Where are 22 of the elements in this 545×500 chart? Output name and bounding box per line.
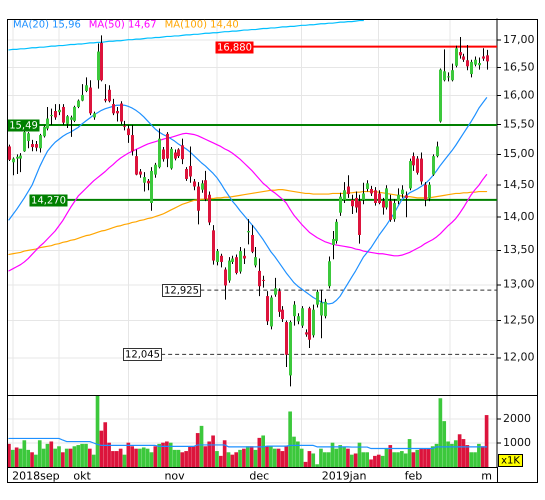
ref-line-label: 15,49 bbox=[9, 120, 38, 132]
y-tick-label: 2000 bbox=[503, 412, 531, 425]
ref-line-label: 12,925 bbox=[164, 286, 199, 297]
ref-line-label: 14,270 bbox=[31, 196, 66, 207]
text: MA(20) 15,96 bbox=[13, 20, 81, 30]
y-tick-label: 15,50 bbox=[503, 117, 534, 130]
y-tick-label: 12,00 bbox=[503, 350, 534, 364]
y-axis-title: x1K bbox=[501, 456, 520, 467]
ref-line-label: 12,045 bbox=[125, 350, 160, 361]
y-tick-label: 13,00 bbox=[503, 278, 534, 291]
y-tick-label: 12,50 bbox=[503, 313, 534, 326]
ref-line-label: 16,880 bbox=[217, 42, 252, 54]
y-tick-label: 14,00 bbox=[503, 210, 534, 224]
y-tick-label: 16,00 bbox=[503, 88, 534, 102]
y-tick-label: 13,50 bbox=[503, 243, 534, 256]
text: MA(50) 14,67 bbox=[88, 20, 157, 30]
text: MA(100) 14,40 bbox=[164, 20, 239, 30]
y-tick-label: 1000 bbox=[503, 436, 531, 449]
y-tick-label: 15,00 bbox=[503, 147, 534, 160]
y-tick-label: 16,50 bbox=[503, 60, 534, 74]
y-tick-label: 14,50 bbox=[503, 178, 534, 192]
y-tick-label: 17,00 bbox=[503, 33, 534, 46]
